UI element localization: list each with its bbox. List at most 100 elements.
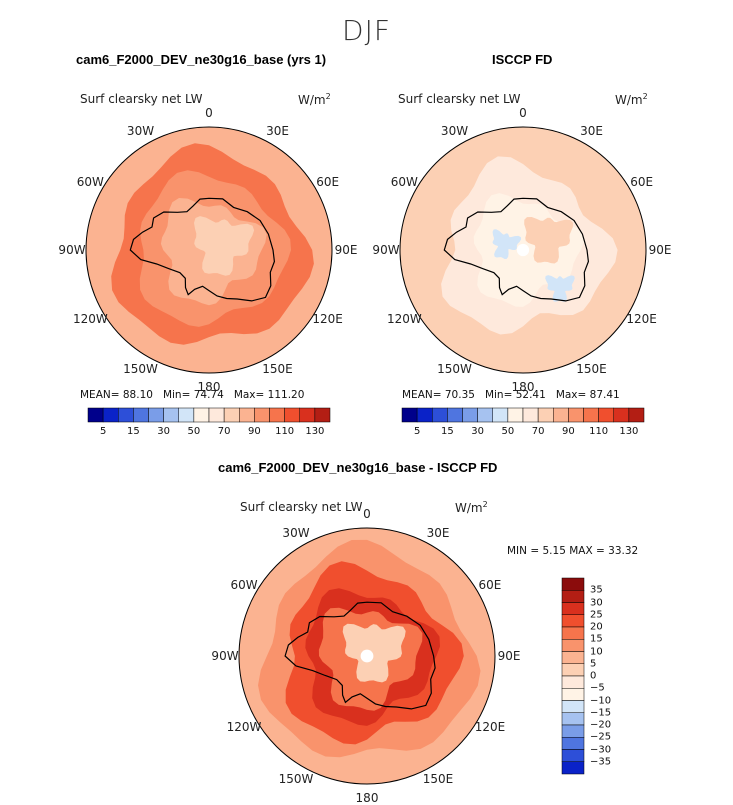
colorbar-box <box>432 407 448 423</box>
lon-label: 60E <box>316 174 340 189</box>
colorbar-box <box>239 407 255 423</box>
colorbar-tick: 30 <box>590 597 603 608</box>
lon-label: 180 <box>511 380 535 394</box>
colorbar-tick: 35 <box>590 584 603 596</box>
lon-label: 150W <box>123 361 158 376</box>
colorbar-box <box>613 407 630 423</box>
colorbar-box <box>477 407 493 423</box>
panel-3-variable: Surf clearsky net LW <box>240 500 363 514</box>
colorbar-box <box>133 407 149 423</box>
colorbar-tick: 15 <box>590 633 603 645</box>
colorbar-tick: 130 <box>305 426 325 437</box>
colorbar-box <box>561 761 585 775</box>
colorbar-box <box>561 590 585 603</box>
colorbar-tick: −10 <box>590 695 612 706</box>
panel-3-title: cam6_F2000_DEV_ne30g16_base - ISCCP FD <box>218 460 498 475</box>
lon-label: 120W <box>72 311 108 326</box>
colorbar-tick: 110 <box>589 426 609 437</box>
pole-hole <box>360 649 374 663</box>
colorbar-box <box>208 407 225 423</box>
colorbar-tick: 70 <box>531 426 545 437</box>
colorbar-tick: 15 <box>441 426 454 437</box>
colorbar-box <box>193 407 210 423</box>
colorbar-tick: −35 <box>590 756 612 768</box>
colorbar-tick: 90 <box>248 426 261 437</box>
colorbar-box <box>583 407 599 423</box>
colorbar-tick: 5 <box>413 426 421 437</box>
lon-label: 60W <box>230 578 258 592</box>
colorbar-tick: 20 <box>590 621 603 633</box>
lon-label: 120W <box>226 720 262 734</box>
colorbar-box <box>314 407 331 423</box>
lon-label: 90E <box>497 649 521 663</box>
colorbar-box <box>284 407 300 423</box>
lon-label: 30E <box>580 124 603 139</box>
colorbar-box <box>561 577 585 591</box>
colorbar-box <box>447 407 463 423</box>
colorbar-box <box>299 407 316 423</box>
lon-label: 120E <box>312 311 343 326</box>
colorbar-box <box>561 712 585 726</box>
colorbar-tick: 30 <box>471 426 484 437</box>
lon-label: 30E <box>266 124 289 139</box>
colorbar-box <box>401 407 418 423</box>
lon-label: 120W <box>386 311 422 326</box>
lon-label: 60E <box>478 578 502 592</box>
lon-label: 60W <box>390 174 418 189</box>
colorbar-box <box>223 407 240 423</box>
lon-label: 150E <box>576 361 607 376</box>
colorbar-tick: −20 <box>590 719 612 731</box>
panel-3-units: W/m2 <box>455 500 488 515</box>
colorbar-box <box>561 700 585 713</box>
lon-label: 60E <box>630 174 654 189</box>
colorbar-box <box>561 737 585 750</box>
colorbar-tick: 0 <box>590 670 597 682</box>
colorbar-box <box>553 407 569 423</box>
colorbar-tick: −5 <box>590 682 605 694</box>
colorbar-tick: 25 <box>590 609 603 621</box>
lon-label: 60W <box>76 174 104 189</box>
panel-1-variable: Surf clearsky net LW <box>80 92 203 106</box>
colorbar-box <box>561 749 585 762</box>
colorbar-box <box>507 407 524 423</box>
lon-label: 30W <box>440 124 469 139</box>
colorbar-box <box>561 614 585 628</box>
lon-label: 180 <box>355 791 379 805</box>
colorbar-box <box>628 407 645 423</box>
colorbar-box <box>254 407 270 423</box>
colorbar-box <box>561 602 585 615</box>
lon-label: 150W <box>437 361 472 376</box>
colorbar-box <box>561 639 585 652</box>
colorbar-box <box>561 663 585 677</box>
field-center <box>342 623 406 683</box>
colorbar-box <box>163 407 179 423</box>
colorbar-box <box>561 688 585 701</box>
colorbar-tick: 130 <box>619 426 639 437</box>
lon-label: 90W <box>211 649 239 663</box>
colorbar-tick: 10 <box>590 646 603 657</box>
colorbar-box <box>522 407 539 423</box>
panel-2-variable: Surf clearsky net LW <box>398 92 521 106</box>
lon-label: 90E <box>334 243 358 257</box>
colorbar-box <box>568 407 584 423</box>
lon-label: 120E <box>474 720 506 734</box>
lon-label: 0 <box>363 507 371 521</box>
panel-2-title: ISCCP FD <box>492 52 553 67</box>
map-panel-3 <box>238 527 496 785</box>
colorbar-box <box>269 407 285 423</box>
colorbar-box <box>87 407 104 423</box>
colorbar-box <box>598 407 614 423</box>
colorbar-tick: 15 <box>127 426 140 437</box>
field-patch <box>524 217 574 264</box>
map-panel-1 <box>85 126 333 374</box>
colorbar-tick: 50 <box>501 426 515 437</box>
pole-hole <box>516 243 530 257</box>
field-neg-1 <box>492 229 522 259</box>
colorbar-box <box>416 407 433 423</box>
colorbar-box <box>492 407 509 423</box>
colorbar-box <box>561 626 585 640</box>
lon-label: 30W <box>282 526 310 541</box>
panel-3-stats: MIN = 5.15 MAX = 33.32 <box>507 545 639 557</box>
lon-label: 90W <box>58 243 86 257</box>
